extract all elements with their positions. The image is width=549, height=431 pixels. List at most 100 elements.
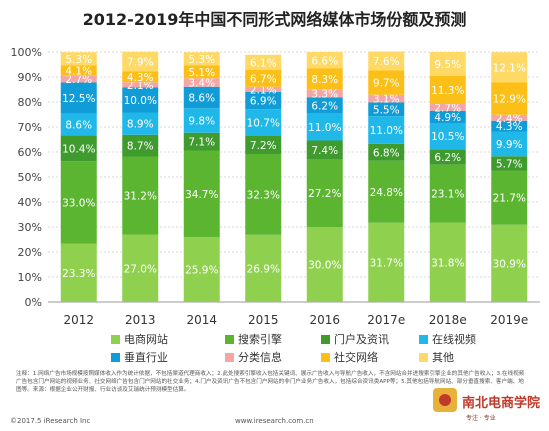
bar-segment [491,52,528,83]
data-label: 24.8% [370,187,403,199]
data-label: 27.2% [308,188,341,200]
bar-segment [429,222,466,302]
source-url: www.iresearch.com.cn [235,417,314,425]
copyright-text: ©2017.5 iResearch Inc [10,417,91,425]
bar-segment [306,159,343,227]
bar-segment [60,82,97,114]
data-label: 10.4% [62,143,95,155]
bar-segment [306,227,343,302]
data-label: 4.3% [127,72,154,84]
data-label: 7.4% [311,145,338,157]
bar-segment [368,160,405,223]
bar-segment [368,51,405,71]
x-tick-label: 2018e [429,313,467,327]
bar-segment [183,132,220,151]
data-label: 7.9% [127,57,154,69]
legend-swatch [419,335,428,344]
data-label: 6.2% [434,152,461,164]
data-label: 8.6% [65,120,92,132]
data-label: 8.9% [127,119,154,131]
data-label: 31.7% [370,257,403,269]
y-tick-label: 100% [11,46,42,59]
bar-segment [491,120,528,132]
bar-segment [183,86,220,109]
x-tick-label: 2014 [186,313,217,327]
bar-segment [306,97,343,113]
bar-segment [183,108,220,133]
data-label: 2.1% [127,80,154,92]
legend-item-7: 其他 [419,349,454,365]
bar-segment [245,70,282,87]
bar-segment [122,82,159,88]
data-label: 4.3% [496,121,523,133]
bar-segment [429,104,466,111]
data-label: 33.0% [62,198,95,210]
x-tick-label: 2012 [63,313,94,327]
data-label: 7.2% [250,140,277,152]
bar-segment [429,75,466,104]
legend-item-5: 分类信息 [225,349,282,365]
data-label: 23.3% [62,268,95,280]
bar-segment [429,110,466,123]
data-label: 31.8% [431,257,464,269]
data-label: 6.1% [250,57,277,69]
data-label: 11.0% [370,125,403,137]
bar-segment [245,54,282,70]
bar-segment [306,52,343,69]
y-tick-label: 90% [18,71,42,84]
bar-segment [368,102,405,117]
data-label: 2.7% [434,102,461,114]
bar-segment [245,109,282,136]
bar-segment [183,237,220,302]
bar-segment [306,68,343,90]
data-label: 8.3% [311,74,338,86]
bar-segment [368,70,405,95]
bar-segment [491,170,528,225]
bar-segment [491,224,528,302]
bar-segment [60,161,97,244]
x-tick-label: 2015 [248,313,279,327]
y-tick-label: 0% [25,296,42,309]
data-label: 31.2% [124,191,157,203]
bar-segment [245,154,282,235]
y-tick-label: 40% [18,196,42,209]
bar-segment [245,92,282,110]
legend-item-6: 社交网络 [321,349,378,365]
legend-item-2: 门户及资讯 [321,331,389,347]
bar-segment [306,140,343,159]
bar-segment [368,222,405,302]
data-label: 7.6% [373,56,400,68]
bar-segment [368,143,405,161]
data-label: 9.9% [496,139,523,151]
legend-item-4: 垂直行业 [111,349,168,365]
bar-segment [122,87,159,113]
data-label: 4.9% [434,112,461,124]
data-label: 5.1% [188,67,215,79]
y-tick-label: 50% [18,171,42,184]
x-tick-label: 2016 [309,313,340,327]
bar-segment [60,52,97,66]
legend-swatch [419,353,428,362]
data-label: 2.4% [496,113,523,125]
data-label: 12.9% [493,94,526,106]
watermark-subtext: 专注 · 专业 [466,415,496,422]
legend-swatch [321,335,330,344]
bar-segment [122,134,159,157]
data-label: 4.1% [65,66,92,78]
bar-segment [245,136,282,154]
watermark-logo [433,388,457,412]
bar-segment [491,156,528,171]
bar-segment [306,113,343,141]
data-label: 9.5% [434,59,461,71]
y-tick-label: 80% [18,96,42,109]
bar-segment [491,131,528,157]
chart-title: 2012-2019年中国不同形式网络媒体市场份额及预测 [82,10,467,29]
data-label: 34.7% [185,189,218,201]
data-label: 26.9% [247,263,280,275]
legend-swatch [225,353,234,362]
bar-segment [368,116,405,144]
data-label: 3.3% [311,88,338,100]
data-label: 21.7% [493,193,526,205]
data-label: 8.6% [188,93,215,105]
data-label: 10.7% [247,118,280,130]
